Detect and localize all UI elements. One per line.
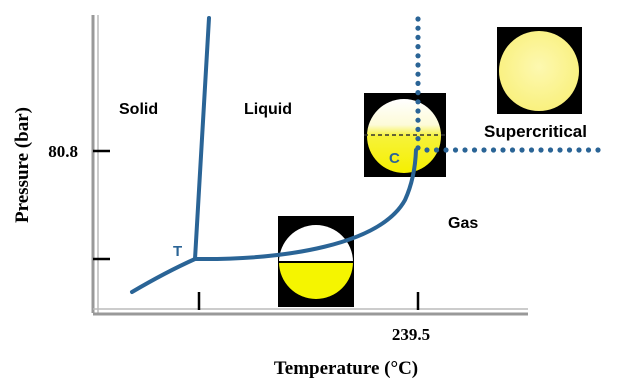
vial-critical [364,93,446,177]
dot [415,90,421,96]
dot [415,108,421,114]
dot [415,62,421,68]
dot [490,147,497,153]
y-axis-label: Pressure (bar) [12,107,33,223]
dot [576,147,582,153]
supercritical-boundaries [415,16,601,153]
dot [415,136,421,142]
x-tick-label: 239.5 [392,325,430,344]
y-tick-label: 80.8 [48,142,78,161]
dot [595,147,601,153]
dot [471,147,478,153]
sublimation-curve [130,257,197,294]
phase-boundaries [130,16,418,294]
critical-pressure-dotted-line [415,16,421,151]
dot [415,117,421,123]
melting-curve [193,16,211,261]
dot [519,147,525,153]
dot [415,99,421,105]
dot [415,53,421,59]
dot [415,80,421,86]
dot [557,147,563,153]
dot [452,147,459,153]
vaporization-curve [193,148,418,262]
vial-supercritical [497,27,582,114]
dot [462,147,468,153]
triple-point-label: T [173,243,182,260]
region-supercritical: Supercritical [484,122,587,141]
critical-point-label: C [389,150,400,167]
dot [433,147,440,153]
region-gas: Gas [448,215,478,232]
dot [415,145,421,151]
dot [585,147,592,153]
dot [509,147,516,153]
dot [415,126,421,132]
region-liquid: Liquid [244,101,292,118]
dot [481,147,487,153]
dot [415,25,421,31]
dot [528,147,535,153]
vial-coexistence [278,216,354,307]
dot [415,34,421,41]
region-solid: Solid [119,101,158,118]
dot [415,16,421,22]
dot [538,147,544,153]
x-axis-label: Temperature (°C) [274,358,418,379]
dot [443,147,449,153]
dot [547,147,554,153]
dot [424,147,430,153]
dot [566,147,573,153]
critical-temperature-dotted-line [424,147,601,153]
axes [91,15,528,316]
dot [500,147,506,153]
dot [415,44,421,50]
dot [415,71,421,77]
